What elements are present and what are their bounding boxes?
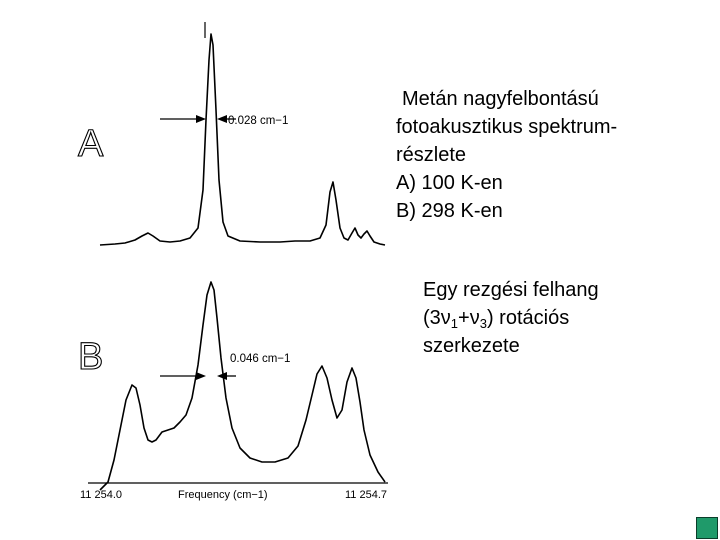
subcaption-line-2: (3ν1+ν3) rotációs xyxy=(423,304,713,332)
panel-a-left-arrowhead xyxy=(196,115,206,123)
subscript-3: 3 xyxy=(479,316,487,331)
panel-b-right-arrowhead xyxy=(217,372,227,380)
panel-a-width-label: 0.028 cm−1 xyxy=(228,115,288,127)
nu-symbol-1: ν xyxy=(440,307,451,329)
panel-b-width-label: 0.046 cm−1 xyxy=(230,353,290,365)
caption-line-3: részlete xyxy=(396,144,467,166)
subcaption-prefix: (3 xyxy=(423,307,441,329)
plus-sign: + xyxy=(458,307,470,329)
panel-b-left-arrowhead xyxy=(196,372,206,380)
panel-a-spectrum xyxy=(99,33,386,246)
panel-a-right-arrowhead xyxy=(217,115,227,123)
subcaption-line-3: szerkezete xyxy=(423,335,520,357)
panel-a-letter: A xyxy=(78,123,104,165)
panel-b-spectrum xyxy=(99,281,386,491)
subcaption-line-1: Egy rezgési felhang xyxy=(423,279,599,301)
x-axis-right-tick: 11 254.7 xyxy=(345,489,387,501)
caption-line-2: fotoakusztikus spektrum- xyxy=(396,116,618,138)
caption-line-1: Metán nagyfelbontású xyxy=(402,88,599,110)
panel-b-letter: B xyxy=(78,336,103,378)
x-axis-left-tick: 11 254.0 xyxy=(80,489,122,501)
navigation-corner-button[interactable] xyxy=(696,517,718,539)
x-axis-label: Frequency (cm−1) xyxy=(178,489,268,501)
spectrum-figure: A 0.028 cm−1 B 0.046 cm−1 11 254.0 Frequ… xyxy=(77,22,388,501)
subcaption: Egy rezgési felhang (3ν1+ν3) rotációs sz… xyxy=(423,276,713,360)
caption-line-5: B) 298 K-en xyxy=(396,200,503,222)
caption-line-4: A) 100 K-en xyxy=(396,172,503,194)
subcaption-suffix: ) rotációs xyxy=(486,307,570,329)
subscript-1: 1 xyxy=(450,316,459,331)
figure-caption: Metán nagyfelbontású fotoakusztikus spek… xyxy=(396,85,716,225)
nu-symbol-3: ν xyxy=(469,307,480,329)
